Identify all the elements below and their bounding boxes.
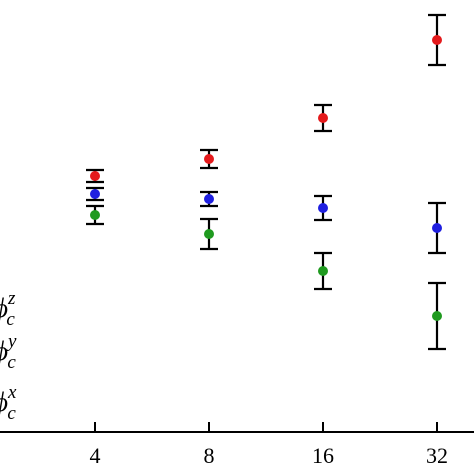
data-points — [90, 35, 442, 321]
data-point-s2-x32 — [432, 311, 442, 321]
legend-superscript: x — [7, 382, 17, 403]
x-tick-label-8: 8 — [204, 443, 215, 468]
x-tick-label-32: 32 — [426, 443, 448, 468]
legend-subscript: c — [6, 309, 15, 330]
x-ticks: 4 8 16 32 — [90, 422, 448, 468]
data-point-s2-x16 — [318, 266, 328, 276]
data-point-s0-x32 — [432, 35, 442, 45]
legend-symbol: ϕ — [0, 293, 8, 323]
legend-entry-x: ϕxc — [0, 382, 17, 424]
data-point-s0-x4 — [90, 171, 100, 181]
legend-symbol: ϕ — [0, 387, 8, 417]
data-point-s0-x16 — [318, 113, 328, 123]
legend-entry-z: ϕzc — [0, 288, 16, 330]
legend-subscript: c — [7, 352, 16, 373]
data-point-s1-x4 — [90, 189, 100, 199]
data-point-s2-x4 — [90, 210, 100, 220]
legend: ϕzcϕycϕxc — [0, 288, 17, 424]
legend-subscript: c — [7, 403, 16, 424]
x-tick-label-16: 16 — [312, 443, 334, 468]
legend-entry-y: ϕyc — [0, 331, 17, 373]
legend-symbol: ϕ — [0, 336, 8, 366]
x-tick-label-4: 4 — [90, 443, 101, 468]
data-point-s0-x8 — [204, 154, 214, 164]
legend-superscript: y — [6, 331, 17, 352]
data-point-s1-x8 — [204, 194, 214, 204]
data-point-s1-x32 — [432, 223, 442, 233]
error-bars — [86, 13, 446, 351]
legend-superscript: z — [7, 288, 16, 309]
data-point-s2-x8 — [204, 229, 214, 239]
data-point-s1-x16 — [318, 203, 328, 213]
